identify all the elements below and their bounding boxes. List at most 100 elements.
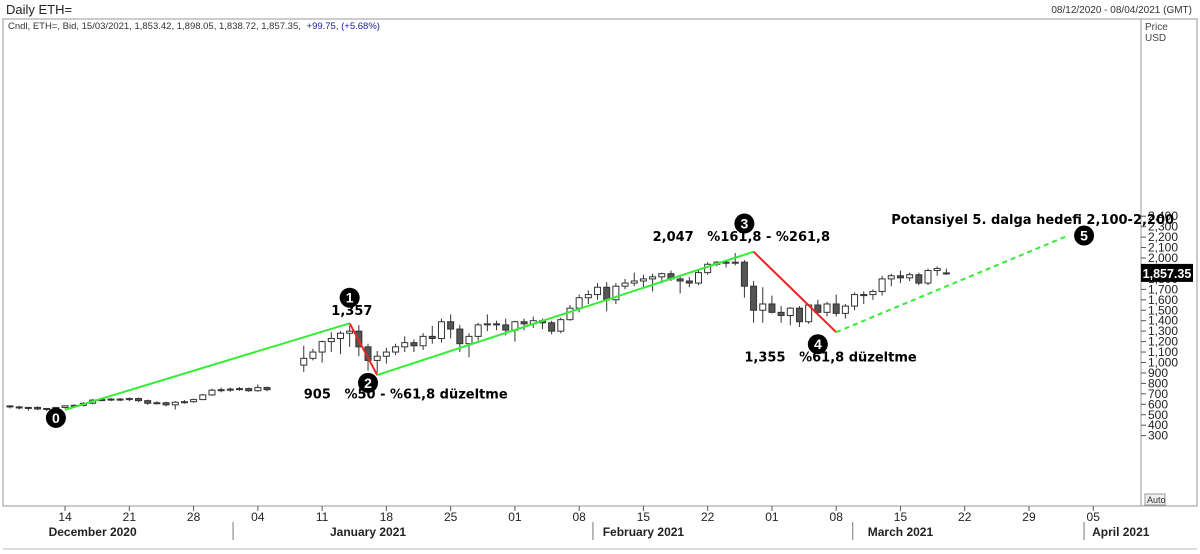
price-tick-label: 500 (1148, 408, 1168, 422)
candle-bearish (740, 261, 748, 287)
candle-bullish (327, 337, 335, 343)
candle-bullish (226, 388, 234, 391)
candle-bullish (933, 267, 941, 272)
wave-marker-label: 0 (52, 410, 60, 426)
wave-marker-0 (45, 407, 66, 428)
wave-marker-label: 5 (1080, 228, 1088, 244)
price-tick-label: 800 (1148, 376, 1168, 390)
annotation-text: 905 %50 - %61,8 düzeltme (304, 388, 508, 403)
candle-bullish (61, 405, 69, 408)
candle-bearish (777, 311, 785, 316)
date-tick-label: 08 (572, 510, 586, 524)
candle-bearish (814, 304, 822, 313)
date-tick-label: 01 (765, 510, 779, 524)
instrument-info-change: +99.75, (+5.68%) (307, 21, 380, 32)
candle-bullish (594, 286, 602, 296)
candle-bearish (144, 400, 152, 404)
candle-bullish (437, 321, 445, 339)
candle-bullish (924, 270, 932, 284)
candle-bullish (373, 355, 381, 361)
candle-bullish (43, 407, 51, 410)
candle-bearish (493, 323, 501, 326)
last-price-value: 1,857.35 (1143, 267, 1192, 281)
candle-bearish (603, 286, 611, 301)
candle-bullish (621, 282, 629, 287)
wave-marker-label: 3 (741, 216, 749, 232)
candle-bullish (300, 357, 308, 366)
candle-bullish (942, 272, 950, 275)
price-tick-label: 1,500 (1148, 303, 1178, 317)
candle-bullish (906, 274, 914, 279)
wave-marker-label: 2 (364, 375, 372, 391)
auto-scale-button[interactable]: Auto (1147, 495, 1166, 505)
trend-line (64, 322, 350, 411)
wave-markers: 0 1 2 3 4 5 (45, 213, 1095, 428)
candle-bullish (318, 341, 326, 353)
time-axis: 14 21 28 04 11 18 25 01 08 15 22 01 08 15 22 29 05 Decemb… (49, 506, 1150, 540)
price-axis-frame (1140, 18, 1198, 507)
date-tick-label: 29 (1022, 510, 1036, 524)
month-label: January 2021 (330, 525, 406, 539)
candle-bullish (309, 351, 317, 359)
date-tick-label: 14 (58, 510, 72, 524)
candle-bullish (180, 401, 188, 404)
candle-bullish (566, 307, 574, 321)
annotations: 1,357 905 %50 - %61,8 düzeltme 2,047 %161,… (304, 213, 1174, 403)
candle-bullish (217, 389, 225, 392)
date-tick-label: 22 (701, 510, 715, 524)
wave-marker-3 (734, 213, 755, 234)
candle-bullish (24, 406, 32, 409)
price-tick-label: 300 (1148, 429, 1168, 443)
date-tick-label: 28 (187, 510, 201, 524)
candle-bullish (419, 335, 427, 347)
candle-bullish (639, 278, 647, 282)
candle-bullish (731, 261, 739, 264)
candle-bullish (584, 294, 592, 299)
date-tick-label: 15 (637, 510, 651, 524)
candle-bullish (878, 278, 886, 292)
month-label: December 2020 (49, 525, 137, 539)
annotation-text: 1,355 %61,8 düzeltme (744, 350, 916, 365)
date-tick-label: 25 (444, 510, 458, 524)
candle-bullish (851, 294, 859, 307)
candle-bullish (658, 273, 666, 278)
candle-bullish (695, 272, 702, 284)
month-label: February 2021 (603, 525, 685, 539)
correction-line (752, 251, 837, 333)
candle-bullish (474, 324, 482, 337)
candle-bullish (841, 305, 849, 314)
candle-bullish (346, 330, 354, 334)
candle-bullish (336, 332, 344, 339)
candle-bullish (869, 290, 877, 296)
auto-scale-button-box[interactable] (1144, 493, 1166, 506)
wave-lines (64, 235, 1067, 411)
candle-bearish (162, 402, 170, 406)
candle-bullish (153, 402, 161, 405)
wave-marker-label: 1 (346, 290, 354, 306)
date-tick-label: 05 (1087, 510, 1101, 524)
annotation-text: 1,357 (331, 304, 372, 319)
candle-bearish (915, 274, 923, 284)
price-tick-label: 2,200 (1148, 230, 1178, 244)
price-tick-label: 900 (1148, 366, 1168, 380)
candle-bullish (759, 303, 767, 311)
wave-marker-label: 4 (814, 336, 822, 352)
candle-bearish (263, 387, 271, 391)
price-tick-label: 2,000 (1148, 251, 1178, 265)
plot-frame (2, 18, 1142, 507)
candle-bullish (392, 346, 400, 353)
candle-bearish (768, 303, 776, 313)
candle-bullish (382, 351, 390, 357)
candle-bearish (795, 307, 803, 323)
candle-bullish (199, 394, 207, 401)
wave-marker-4 (807, 334, 828, 355)
candle-bearish (750, 285, 758, 311)
date-tick-label: 01 (508, 510, 522, 524)
chart-title: Daily ETH= (6, 2, 72, 17)
instrument-info-values: Cndl, ETH=, Bid, 15/03/2021, 1,853.42, 1… (8, 21, 301, 32)
candle-bullish (465, 335, 473, 345)
candle-bearish (447, 321, 455, 330)
candle-bullish (190, 399, 198, 403)
currency-axis-label: USD (1145, 33, 1166, 44)
candle-bullish (575, 297, 583, 309)
